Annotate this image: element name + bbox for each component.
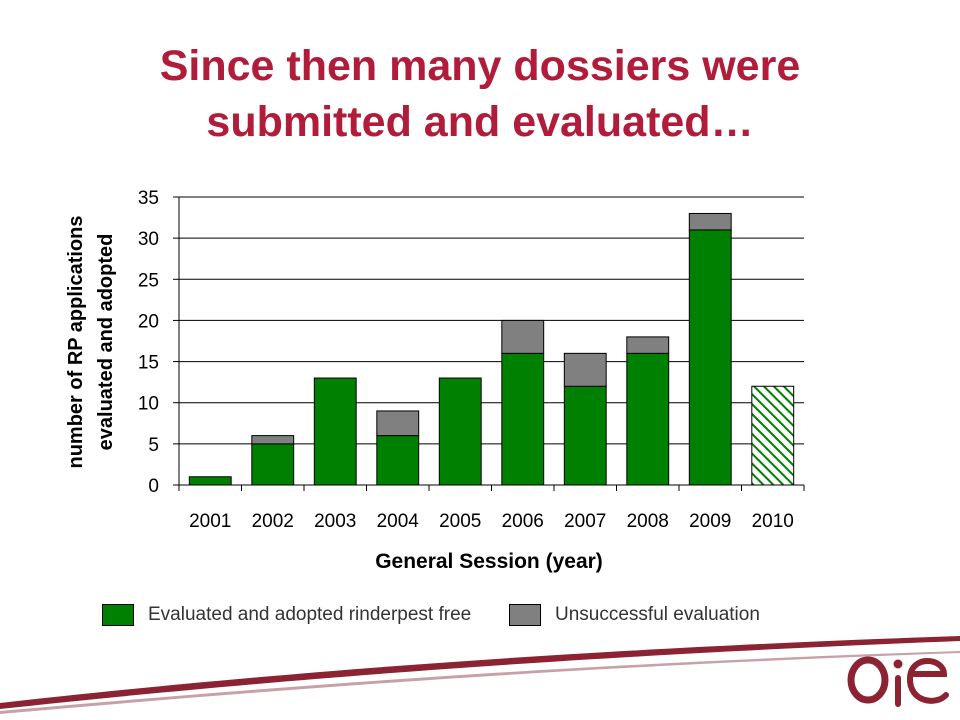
bar-unsuccessful-2006 [501, 319, 545, 354]
y-tick-label-20: 20 [138, 311, 159, 332]
y-tick-label-30: 30 [138, 229, 159, 250]
legend-item-adopted: Evaluated and adopted rinderpest free [102, 602, 471, 628]
bars [188, 212, 795, 486]
y-axis-title-line-1: number of RP applications [65, 216, 87, 469]
x-tick-label-2008: 2008 [627, 511, 669, 532]
y-tick-label-15: 15 [138, 353, 159, 374]
x-tick-label-2001: 2001 [189, 511, 231, 532]
x-tick-label-2004: 2004 [377, 511, 420, 532]
slide-title-line-2: submitted and evaluated… [206, 98, 754, 146]
x-axis-title: General Session (year) [375, 550, 603, 573]
y-tick-label-10: 10 [138, 394, 159, 415]
legend-label-adopted: Evaluated and adopted rinderpest free [148, 604, 472, 625]
y-tick-label-0: 0 [148, 476, 159, 497]
legend-item-unsuccessful: Unsuccessful evaluation [509, 602, 760, 628]
legend-label-unsuccessful: Unsuccessful evaluation [555, 604, 760, 625]
bar-unsuccessful-2008 [626, 336, 670, 354]
bar-adopted-2009 [688, 229, 732, 486]
bar-adopted-2008 [626, 352, 670, 486]
legend-swatch-adopted [102, 604, 134, 626]
y-tick-label-25: 25 [138, 270, 159, 291]
x-tick-label-2006: 2006 [502, 511, 544, 532]
bar-adopted-2006 [501, 352, 545, 486]
bar-adopted-2002 [251, 443, 295, 486]
x-tick-label-2003: 2003 [314, 511, 356, 532]
y-axis-title-line-2: evaluated and adopted [95, 234, 117, 451]
tick-labels: 0 5 10 15 20 25 30 35 2001 2002 2003 2004 2005 2006 20… [138, 188, 805, 532]
oie-logo-mark [847, 656, 949, 707]
slide-title: Since then many dossiers were submitted … [80, 38, 880, 150]
bar-unsuccessful-2002 [251, 435, 295, 445]
bar-unsuccessful-2007 [563, 352, 607, 387]
slide-title-line-1: Since then many dossiers were [159, 42, 801, 90]
bar-unsuccessful-2009 [688, 212, 732, 231]
x-tick-label-2005: 2005 [439, 511, 481, 532]
x-tick-label-2002: 2002 [252, 511, 294, 532]
y-tick-label-35: 35 [138, 188, 159, 209]
bar-projected-2010 [751, 385, 795, 486]
y-tick-label-5: 5 [148, 435, 159, 456]
bar-unsuccessful-2004 [376, 410, 420, 437]
bar-adopted-2003 [313, 377, 357, 486]
x-tick-label-2007: 2007 [564, 511, 606, 532]
legend-swatch-unsuccessful [509, 604, 541, 626]
x-tick-label-2010: 2010 [752, 511, 794, 532]
x-tick-label-2009: 2009 [689, 511, 731, 532]
